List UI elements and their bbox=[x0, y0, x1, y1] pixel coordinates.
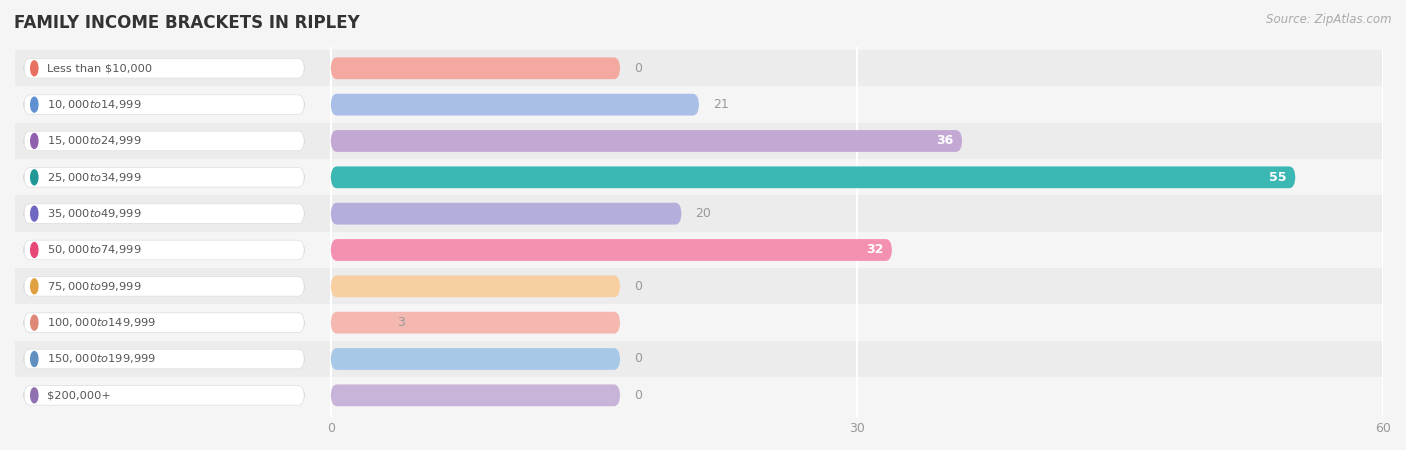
Bar bbox=[15, 341, 1384, 377]
Circle shape bbox=[31, 170, 38, 185]
FancyBboxPatch shape bbox=[330, 203, 682, 225]
FancyBboxPatch shape bbox=[330, 384, 620, 406]
Bar bbox=[15, 377, 1384, 414]
FancyBboxPatch shape bbox=[330, 94, 699, 116]
Circle shape bbox=[31, 243, 38, 257]
Bar bbox=[15, 159, 1384, 195]
Bar bbox=[15, 50, 1384, 86]
FancyBboxPatch shape bbox=[24, 276, 304, 296]
Text: 36: 36 bbox=[936, 135, 953, 148]
Text: $10,000 to $14,999: $10,000 to $14,999 bbox=[46, 98, 141, 111]
Circle shape bbox=[31, 279, 38, 294]
Circle shape bbox=[31, 206, 38, 221]
Bar bbox=[15, 268, 1384, 305]
Text: 0: 0 bbox=[634, 280, 643, 293]
FancyBboxPatch shape bbox=[330, 275, 620, 297]
FancyBboxPatch shape bbox=[330, 239, 891, 261]
FancyBboxPatch shape bbox=[24, 204, 304, 224]
Text: $15,000 to $24,999: $15,000 to $24,999 bbox=[46, 135, 141, 148]
Text: 20: 20 bbox=[696, 207, 711, 220]
FancyBboxPatch shape bbox=[330, 130, 962, 152]
Circle shape bbox=[31, 134, 38, 149]
FancyBboxPatch shape bbox=[330, 348, 620, 370]
Text: 32: 32 bbox=[866, 243, 883, 256]
Text: 55: 55 bbox=[1270, 171, 1286, 184]
Text: $75,000 to $99,999: $75,000 to $99,999 bbox=[46, 280, 141, 293]
Bar bbox=[15, 123, 1384, 159]
Text: FAMILY INCOME BRACKETS IN RIPLEY: FAMILY INCOME BRACKETS IN RIPLEY bbox=[14, 14, 360, 32]
Text: 0: 0 bbox=[634, 352, 643, 365]
FancyBboxPatch shape bbox=[24, 95, 304, 114]
Text: Less than $10,000: Less than $10,000 bbox=[46, 63, 152, 73]
Bar bbox=[15, 305, 1384, 341]
Circle shape bbox=[31, 351, 38, 366]
Text: 0: 0 bbox=[634, 62, 643, 75]
Text: $25,000 to $34,999: $25,000 to $34,999 bbox=[46, 171, 141, 184]
Circle shape bbox=[31, 61, 38, 76]
Text: 3: 3 bbox=[398, 316, 405, 329]
Text: Source: ZipAtlas.com: Source: ZipAtlas.com bbox=[1267, 14, 1392, 27]
Text: $35,000 to $49,999: $35,000 to $49,999 bbox=[46, 207, 141, 220]
Text: 0: 0 bbox=[634, 389, 643, 402]
FancyBboxPatch shape bbox=[330, 58, 620, 79]
Text: 21: 21 bbox=[713, 98, 728, 111]
Bar bbox=[15, 195, 1384, 232]
Circle shape bbox=[31, 97, 38, 112]
FancyBboxPatch shape bbox=[24, 167, 304, 187]
FancyBboxPatch shape bbox=[330, 166, 1295, 188]
Text: $100,000 to $149,999: $100,000 to $149,999 bbox=[46, 316, 156, 329]
Text: $150,000 to $199,999: $150,000 to $199,999 bbox=[46, 352, 156, 365]
FancyBboxPatch shape bbox=[24, 386, 304, 405]
FancyBboxPatch shape bbox=[330, 312, 620, 333]
FancyBboxPatch shape bbox=[24, 58, 304, 78]
FancyBboxPatch shape bbox=[24, 240, 304, 260]
Text: $200,000+: $200,000+ bbox=[46, 390, 110, 400]
Bar bbox=[15, 86, 1384, 123]
FancyBboxPatch shape bbox=[24, 313, 304, 333]
Text: $50,000 to $74,999: $50,000 to $74,999 bbox=[46, 243, 141, 256]
Bar bbox=[15, 232, 1384, 268]
FancyBboxPatch shape bbox=[24, 131, 304, 151]
Circle shape bbox=[31, 388, 38, 403]
FancyBboxPatch shape bbox=[24, 349, 304, 369]
Circle shape bbox=[31, 315, 38, 330]
